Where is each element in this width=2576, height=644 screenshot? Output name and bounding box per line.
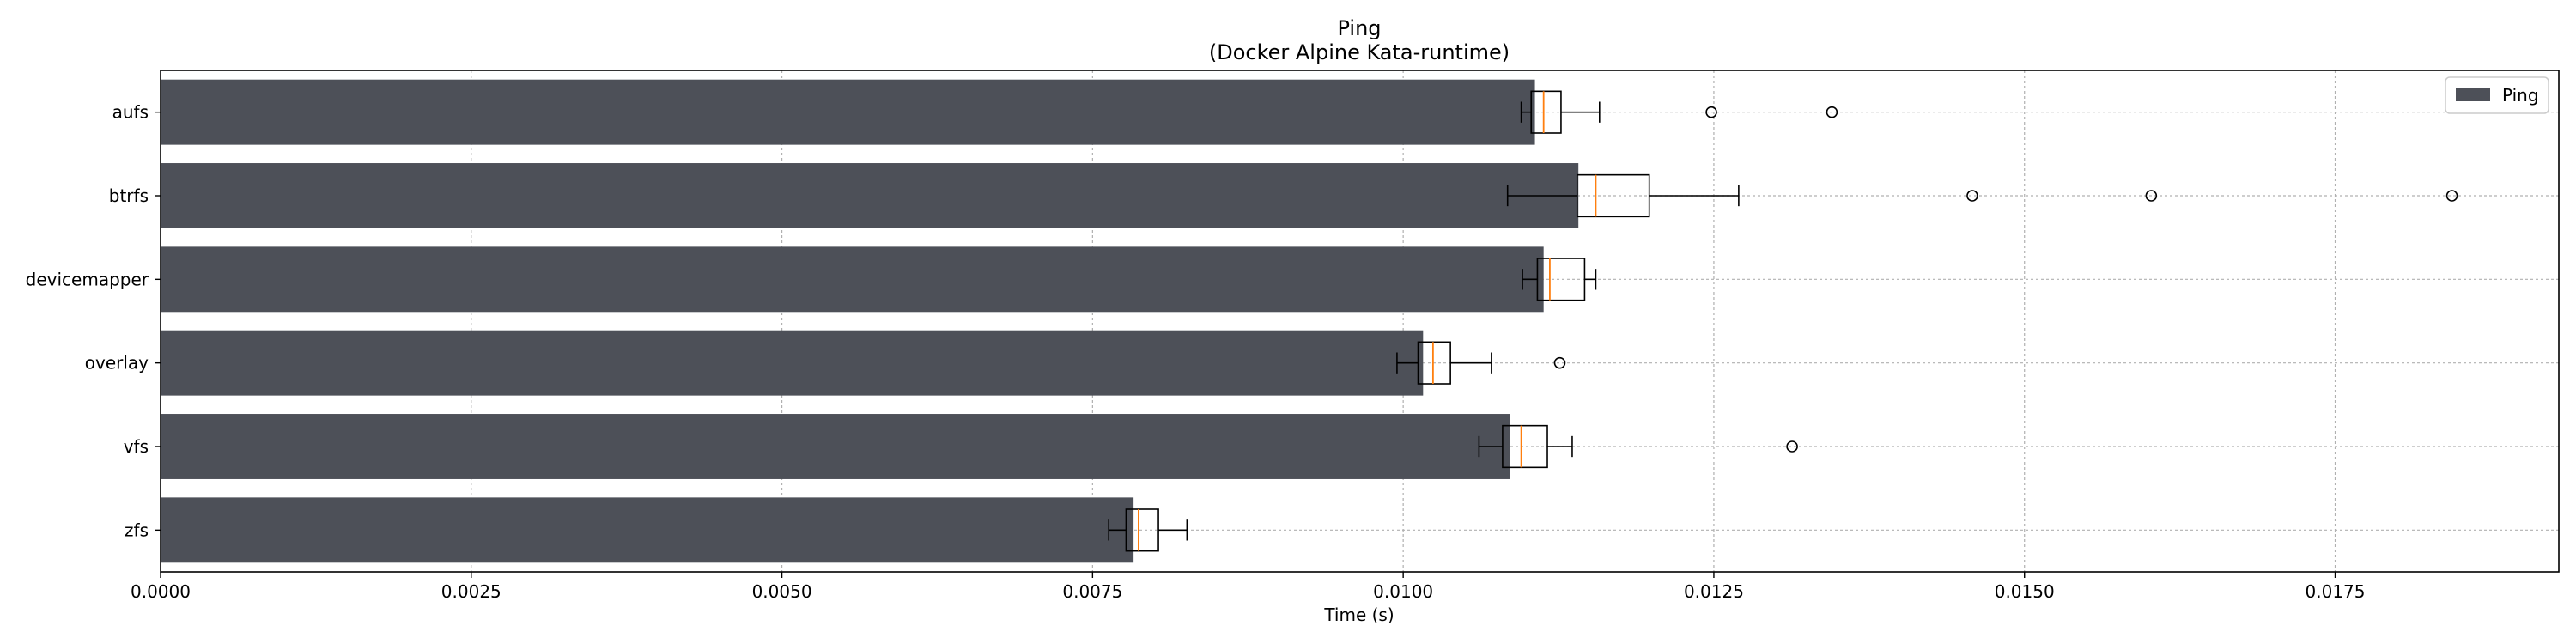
outlier-point [1786,440,1798,453]
x-tick-label: 0.0175 [2306,581,2366,602]
outlier-point [1553,356,1566,369]
bar-overlay [161,330,1424,396]
legend-entry-ping: Ping [2502,85,2539,106]
y-tick-label: zfs [125,519,149,540]
bar-vfs [161,414,1510,479]
iqr-box [1576,173,1650,218]
x-tick-label: 0.0100 [1373,581,1433,602]
x-tick-label: 0.0050 [752,581,812,602]
iqr-box [1530,90,1562,134]
outlier-point [1966,190,1978,202]
boxplot-vfs [1478,424,1798,469]
iqr-box [1125,508,1159,552]
bars [161,79,1579,563]
boxplot-aufs [1520,90,1838,134]
outlier-point [1705,106,1717,118]
x-tick-label: 0.0150 [1995,581,2055,602]
plot-frame [160,70,2560,573]
grid-lines [161,70,2559,572]
y-tick-label: devicemapper [26,269,149,289]
bar-devicemapper [161,246,1544,313]
x-axis-ticks: 0.0000 0.0025 0.0050 0.0075 0.0100 0.0125 0.01… [131,572,2366,602]
legend: Ping [2445,76,2549,114]
boxplot-devicemapper [1522,258,1597,301]
iqr-box [1417,341,1451,385]
x-tick-label: 0.0025 [441,581,501,602]
x-tick-label: 0.0075 [1062,581,1122,602]
bar-btrfs [161,163,1579,228]
y-axis-ticks: aufs btrfs devicemapper overlay vfs zfs [26,102,161,540]
boxplot-btrfs [1506,173,2458,218]
boxplot-zfs [1108,508,1188,552]
outlier-point [2445,190,2458,202]
outlier-point [2145,190,2158,202]
legend-frame [2445,76,2549,114]
outlier-point [1826,106,1838,118]
x-axis-label: Time (s) [1323,605,1394,625]
y-tick-label: overlay [85,353,149,374]
y-tick-label: btrfs [109,185,149,206]
chart-subtitle: (Docker Alpine Kata-runtime) [1209,40,1510,64]
bar-zfs [161,497,1134,563]
y-tick-label: vfs [124,436,149,457]
bar-aufs [161,79,1535,145]
chart-title: Ping [1337,16,1381,40]
legend-swatch [2456,88,2490,101]
x-tick-label: 0.0000 [131,581,191,602]
boxplots [1108,90,2458,552]
x-tick-label: 0.0125 [1684,581,1744,602]
iqr-box [1536,258,1586,301]
iqr-box [1502,424,1548,469]
y-tick-label: aufs [112,102,149,123]
boxplot-overlay [1396,341,1566,385]
